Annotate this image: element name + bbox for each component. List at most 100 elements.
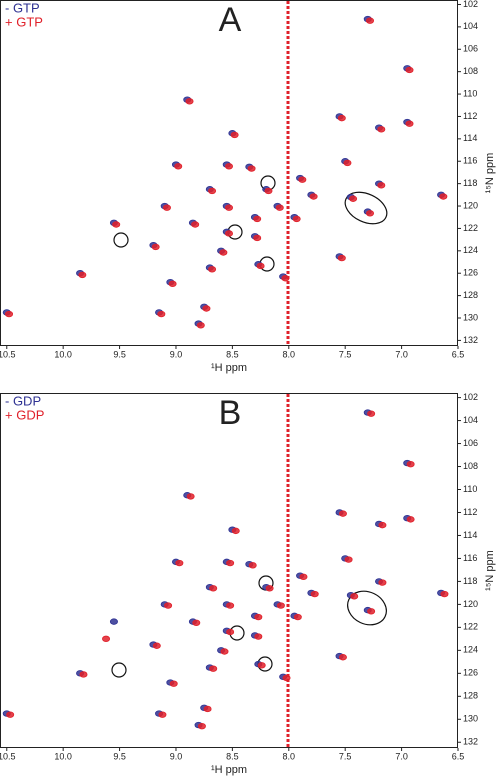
panel-title: A — [219, 1, 242, 39]
y-tick-label: 122 — [463, 622, 478, 632]
y-tick-label: 104 — [463, 21, 478, 31]
peak — [276, 602, 285, 609]
y-tick-label: 112 — [463, 111, 477, 121]
peak — [256, 262, 265, 270]
peak — [226, 602, 235, 609]
y-tick-label: 120 — [463, 599, 478, 609]
y-tick-label: 102 — [463, 0, 478, 9]
peak — [151, 243, 160, 251]
peak — [298, 176, 307, 183]
peak — [158, 711, 167, 718]
peak — [338, 510, 347, 517]
peak — [257, 662, 266, 669]
peak — [208, 266, 217, 273]
peak — [152, 642, 161, 649]
peak — [337, 114, 346, 122]
peak — [254, 613, 263, 621]
peak — [366, 17, 375, 24]
peak — [168, 280, 177, 288]
peak — [377, 182, 386, 189]
y-tick-label: 118 — [463, 576, 477, 586]
x-tick-label: 10.0 — [54, 349, 72, 359]
y-tick-label: 122 — [463, 223, 478, 233]
peak — [109, 618, 118, 625]
peak — [309, 193, 318, 200]
peak — [344, 556, 353, 563]
peak — [191, 221, 200, 228]
x-tick-label: 10.0 — [54, 751, 72, 761]
y-tick-label: 106 — [463, 438, 478, 448]
peak — [253, 234, 262, 242]
y-tick-label: 110 — [463, 88, 477, 98]
peak — [169, 680, 178, 687]
legend-entry: + GTP — [5, 14, 43, 29]
highlight-ellipse — [347, 590, 387, 626]
legend-entry: - GDP — [5, 393, 41, 408]
y-tick-label: 128 — [463, 290, 478, 300]
peak — [405, 66, 414, 74]
peak — [185, 98, 194, 105]
peak — [164, 602, 173, 609]
y-tick-label: 114 — [463, 133, 477, 143]
peak — [224, 163, 233, 170]
x-tick-label: 10.5 — [0, 751, 16, 761]
x-tick-label: 6.5 — [452, 349, 465, 359]
peak — [226, 559, 235, 567]
peak — [192, 619, 201, 626]
x-tick-label: 9.5 — [113, 751, 126, 761]
peak — [254, 633, 263, 640]
peak — [292, 215, 301, 223]
y-tick-label: 118 — [463, 178, 477, 188]
peak — [310, 590, 319, 598]
peak — [299, 573, 308, 581]
peak — [440, 590, 449, 598]
peak — [406, 461, 415, 468]
panel-title: B — [219, 394, 242, 432]
x-tick-label: 10.5 — [0, 349, 16, 359]
peak — [377, 126, 386, 133]
peak — [162, 204, 171, 211]
peak — [405, 120, 414, 127]
peak — [224, 204, 233, 211]
y-tick-label: 124 — [463, 245, 478, 255]
x-tick-label: 9.0 — [170, 751, 183, 761]
highlight-circle — [111, 662, 127, 678]
y-tick-label: 112 — [463, 507, 477, 517]
peak — [282, 674, 291, 682]
peak — [220, 648, 229, 655]
peak — [226, 628, 235, 636]
plot-frame — [0, 393, 458, 748]
peak — [112, 221, 121, 228]
peak — [367, 608, 376, 615]
peak — [209, 665, 218, 672]
peak — [174, 163, 183, 170]
peak — [338, 654, 347, 661]
peak — [248, 562, 257, 569]
peak — [367, 410, 376, 417]
peak — [197, 722, 206, 730]
peak — [378, 521, 387, 529]
y-tick-label: 108 — [463, 66, 478, 76]
peak — [202, 305, 211, 312]
x-axis-label: ¹H ppm — [211, 362, 247, 374]
y-tick-label: 132 — [463, 737, 478, 747]
x-tick-label: 8.0 — [283, 751, 296, 761]
y-tick-label: 116 — [463, 553, 477, 563]
peak — [366, 210, 375, 217]
peak — [102, 635, 111, 643]
peak — [343, 159, 352, 167]
peak — [78, 271, 87, 279]
peak — [175, 559, 184, 567]
peak — [203, 705, 212, 713]
peak — [5, 310, 14, 318]
peak — [208, 187, 217, 195]
x-tick-label: 7.0 — [395, 751, 408, 761]
y-tick-label: 110 — [463, 484, 477, 494]
peak — [224, 230, 233, 237]
peak — [79, 671, 88, 678]
peak — [6, 711, 15, 718]
x-tick-label: 8.5 — [226, 751, 239, 761]
peak — [186, 493, 195, 500]
x-tick-label: 9.5 — [113, 349, 126, 359]
